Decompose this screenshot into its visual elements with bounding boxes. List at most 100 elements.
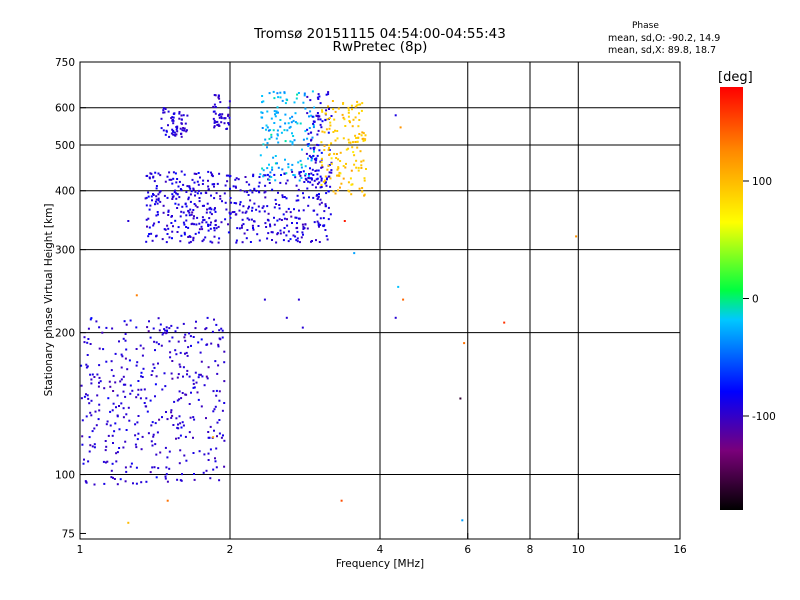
echo-point [244, 211, 247, 214]
echo-point [210, 194, 212, 197]
echo-point [342, 177, 345, 180]
echo-point [227, 123, 230, 126]
echo-point [277, 111, 279, 114]
echo-point [190, 344, 192, 347]
echo-point [122, 375, 125, 378]
echo-point [295, 239, 298, 242]
echo-point [123, 320, 126, 323]
echo-point [147, 217, 150, 220]
echo-point [268, 163, 270, 166]
echo-point [197, 189, 200, 192]
echo-point [120, 378, 123, 381]
echo-point [196, 216, 199, 219]
echo-point [184, 203, 187, 206]
echo-point [135, 446, 138, 449]
echo-point [119, 380, 122, 383]
echo-point [259, 154, 262, 157]
echo-point [273, 122, 276, 124]
echo-point [347, 181, 350, 184]
echo-point [167, 124, 169, 127]
echo-point [176, 178, 179, 180]
echo-point [111, 462, 114, 465]
echo-point [194, 204, 197, 207]
echo-point [213, 125, 216, 128]
echo-point [206, 343, 209, 346]
echo-point [318, 225, 320, 228]
echo-point [185, 393, 188, 396]
echo-point [191, 178, 194, 181]
echo-point [155, 214, 158, 217]
echo-point [200, 338, 203, 341]
echo-point [282, 239, 285, 242]
echo-point [327, 93, 330, 96]
echo-point [356, 100, 359, 103]
echo-point [264, 196, 267, 199]
echo-point [238, 209, 241, 212]
echo-point [323, 144, 326, 147]
echo-point [326, 238, 329, 241]
echo-point [171, 230, 174, 233]
x-tick-label: 16 [673, 544, 687, 556]
echo-point [214, 460, 217, 463]
echo-point [105, 326, 108, 329]
echo-point [228, 116, 231, 119]
echo-point [169, 356, 172, 359]
echo-point [170, 324, 173, 327]
echo-point [149, 172, 152, 175]
echo-point [114, 381, 117, 384]
echo-point [155, 453, 158, 456]
echo-point [175, 437, 177, 440]
echo-point [150, 440, 153, 443]
echo-point [200, 360, 203, 363]
echo-point [298, 172, 301, 175]
echo-point [156, 202, 159, 205]
echo-point [269, 225, 272, 228]
echo-point [151, 421, 154, 424]
echo-point [276, 133, 279, 136]
echo-point [178, 111, 181, 113]
echo-point [283, 91, 286, 94]
echo-point [127, 521, 130, 524]
echo-point [205, 327, 208, 330]
echo-point [213, 119, 216, 122]
echo-point [172, 177, 175, 180]
echo-point [220, 327, 223, 330]
echo-point [278, 204, 281, 206]
echo-point [316, 143, 318, 146]
echo-point [319, 102, 322, 105]
echo-point [113, 430, 116, 433]
echo-point [263, 298, 266, 301]
echo-point [114, 352, 117, 355]
echo-point [207, 452, 210, 455]
echo-point [86, 354, 89, 356]
echo-point [310, 172, 313, 175]
echo-point [161, 388, 164, 391]
echo-point [275, 203, 278, 205]
echo-point [115, 452, 118, 455]
echo-point [261, 167, 264, 170]
echo-point [183, 129, 186, 132]
echo-point [275, 111, 278, 114]
echo-point [235, 202, 238, 205]
echo-point [327, 105, 330, 108]
echo-point [115, 406, 117, 409]
echo-point [320, 179, 323, 182]
echo-point [214, 207, 216, 210]
echo-point [330, 171, 333, 174]
echo-point [124, 466, 127, 469]
echo-point [135, 348, 138, 350]
echo-point [330, 142, 333, 145]
echo-point [180, 210, 183, 213]
echo-point [361, 102, 364, 105]
echo-point [124, 333, 127, 335]
echo-point [241, 241, 244, 244]
echo-point [261, 206, 264, 209]
echo-point [216, 124, 219, 126]
echo-point [324, 175, 327, 178]
echo-point [115, 460, 118, 463]
echo-point [351, 146, 354, 149]
echo-point [288, 126, 291, 129]
echo-point [289, 211, 292, 214]
echo-point [223, 439, 226, 442]
grid-lines [80, 62, 680, 539]
